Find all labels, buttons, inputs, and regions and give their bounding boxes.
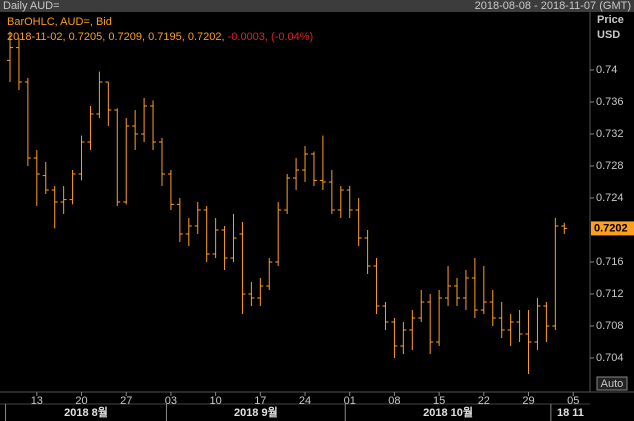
y-tick-label: 0.704 bbox=[596, 352, 624, 364]
y-tick-label: 0.732 bbox=[596, 128, 624, 140]
y-tick-label: 0.724 bbox=[596, 192, 624, 204]
x-tick-label: 13 bbox=[31, 395, 43, 407]
x-tick-label: 20 bbox=[75, 395, 87, 407]
chart-title: Daily AUD= bbox=[3, 0, 60, 12]
change: -0.0003, (-0.04%) bbox=[228, 31, 314, 43]
auto-button-label[interactable]: Auto bbox=[601, 378, 624, 390]
y-tick-label: 0.712 bbox=[596, 288, 624, 300]
y-tick-label: 0.736 bbox=[596, 96, 624, 108]
x-tick-label: 27 bbox=[120, 395, 132, 407]
last-price-box bbox=[591, 221, 634, 236]
month-label: 2018 9월 bbox=[234, 405, 278, 419]
month-label: 2018 10월 bbox=[423, 405, 473, 419]
title-bar bbox=[0, 0, 634, 12]
y-axis-unit: USD bbox=[597, 29, 620, 41]
x-tick-label: 03 bbox=[165, 395, 177, 407]
x-tick-label: 10 bbox=[209, 395, 221, 407]
month-label: 18 11 bbox=[557, 407, 584, 419]
date-range: 2018-08-08 - 2018-11-07 (GMT) bbox=[475, 0, 631, 12]
x-tick-label: 29 bbox=[522, 395, 534, 407]
x-tick-label: 08 bbox=[388, 395, 400, 407]
quote-line: 2018-11-02, 0.7205, 0.7209, 0.7195, 0.72… bbox=[7, 31, 313, 43]
y-axis-label: Price bbox=[597, 14, 624, 26]
x-tick-label: 15 bbox=[433, 395, 445, 407]
y-tick-label: 0.74 bbox=[596, 64, 617, 76]
last-price-label: 0.7202 bbox=[594, 222, 628, 234]
legend: BarOHLC, AUD=, Bid bbox=[7, 16, 112, 28]
x-tick-label: 05 bbox=[567, 395, 579, 407]
y-tick-label: 0.716 bbox=[596, 256, 624, 268]
x-tick-label: 24 bbox=[299, 395, 311, 407]
auto-button[interactable] bbox=[596, 376, 628, 391]
y-tick-label: 0.708 bbox=[596, 320, 624, 332]
quote-values: 2018-11-02, 0.7205, 0.7209, 0.7195, 0.72… bbox=[7, 31, 225, 43]
x-tick-label: 01 bbox=[344, 395, 356, 407]
y-tick-label: 0.728 bbox=[596, 160, 624, 172]
x-tick-label: 22 bbox=[478, 395, 490, 407]
month-label: 2018 8월 bbox=[64, 405, 108, 419]
x-tick-label: 17 bbox=[254, 395, 266, 407]
